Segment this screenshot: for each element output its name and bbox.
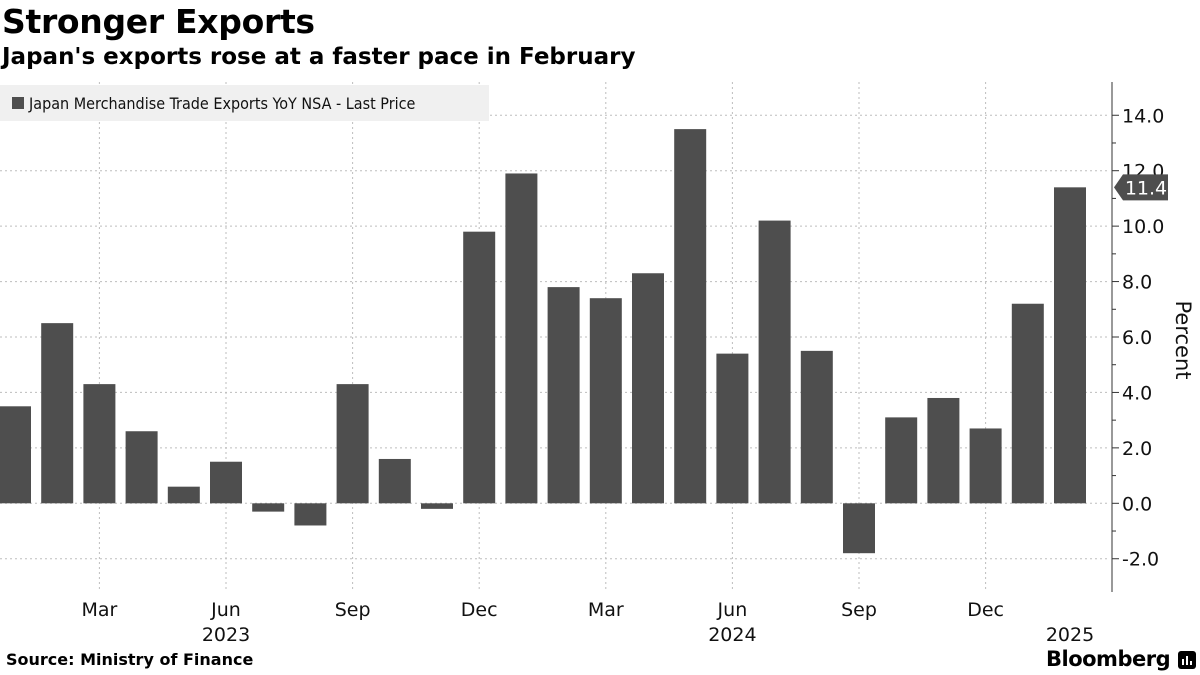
chart-title: Stronger Exports xyxy=(2,2,315,41)
x-year-label: 2024 xyxy=(708,624,756,646)
legend: Japan Merchandise Trade Exports YoY NSA … xyxy=(0,85,489,121)
bar-sep-2023 xyxy=(336,384,369,504)
x-tick-label: Jun xyxy=(210,599,241,621)
brand-logo-text: Bloomberg xyxy=(1046,647,1171,671)
bars xyxy=(0,129,1086,554)
bar-aug-2024 xyxy=(800,350,833,504)
bar-oct-2024 xyxy=(885,417,918,504)
bar-may-2023 xyxy=(167,486,200,504)
bar-apr-2023 xyxy=(125,431,158,504)
bar-jan-2024 xyxy=(505,173,538,504)
y-tick-label: 8.0 xyxy=(1122,272,1152,294)
bar-nov-2023 xyxy=(421,503,453,509)
x-tick-label: Dec xyxy=(967,599,1004,621)
bar-mar-2023 xyxy=(83,384,116,504)
bar-jun-2024 xyxy=(716,353,749,504)
x-tick-label: Sep xyxy=(841,599,877,621)
last-value-label: 11.4 xyxy=(1125,177,1167,199)
bar-aug-2023 xyxy=(294,503,327,526)
x-tick-label: Mar xyxy=(588,599,624,621)
x-axis: Mar Jun Sep Dec Mar Jun Sep Dec 2023 2024 2025 xyxy=(81,599,1094,646)
bloomberg-terminal-icon xyxy=(1178,651,1196,669)
bar-may-2024 xyxy=(674,129,707,504)
bar-dec-2023 xyxy=(463,231,496,504)
y-tick-label: 0.0 xyxy=(1122,493,1152,515)
y-axis: -2.00.02.04.06.08.010.012.014.0 xyxy=(1111,82,1164,592)
bar-dec-2024 xyxy=(969,428,1002,504)
x-year-label: 2023 xyxy=(202,624,250,646)
y-axis-title: Percent xyxy=(1171,300,1195,379)
bar-oct-2023 xyxy=(378,458,411,504)
bar-feb-2024 xyxy=(547,287,580,504)
y-tick-label: -2.0 xyxy=(1122,549,1159,571)
bar-feb-2023 xyxy=(41,323,74,504)
x-tick-label: Dec xyxy=(461,599,498,621)
x-year-label: 2025 xyxy=(1046,624,1094,646)
x-tick-label: Sep xyxy=(335,599,371,621)
bar-jan-2023 xyxy=(0,406,31,504)
bar-apr-2024 xyxy=(632,273,664,504)
bar-feb-2025 xyxy=(1054,187,1086,504)
y-tick-label: 14.0 xyxy=(1122,105,1164,127)
bar-jan-2025 xyxy=(1011,303,1044,504)
y-tick-label: 2.0 xyxy=(1122,438,1152,460)
y-tick-label: 6.0 xyxy=(1122,327,1152,349)
x-tick-label: Jun xyxy=(717,599,748,621)
source-note: Source: Ministry of Finance xyxy=(6,650,254,669)
bar-nov-2024 xyxy=(927,397,960,504)
bar-sep-2024 xyxy=(843,503,875,554)
y-tick-label: 10.0 xyxy=(1122,216,1164,238)
bar-mar-2024 xyxy=(589,298,622,504)
y-tick-label: 4.0 xyxy=(1122,382,1152,404)
legend-swatch xyxy=(12,97,24,109)
bar-jul-2024 xyxy=(758,220,791,504)
legend-label: Japan Merchandise Trade Exports YoY NSA … xyxy=(29,93,416,113)
chart-subtitle: Japan's exports rose at a faster pace in… xyxy=(2,44,636,70)
last-value-tag xyxy=(1114,174,1168,201)
x-tick-label: Mar xyxy=(81,599,117,621)
bar-jun-2023 xyxy=(210,461,242,504)
last-value-marker: 11.4 xyxy=(1114,174,1168,201)
bar-jul-2023 xyxy=(252,503,285,512)
